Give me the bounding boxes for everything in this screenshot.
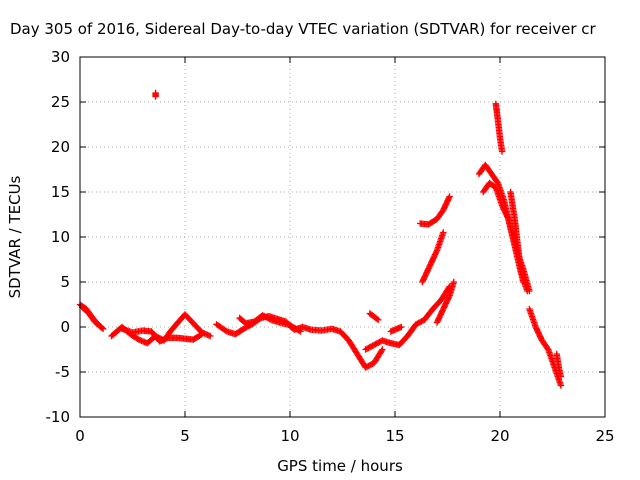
y-tick-label: 30 [51, 48, 70, 66]
data-point [96, 322, 104, 330]
grid [80, 57, 605, 417]
y-tick-label: 15 [51, 183, 70, 201]
y-tick-label: 25 [51, 93, 70, 111]
data-points [76, 89, 565, 389]
data-point [557, 373, 565, 380]
y-tick-label: -10 [46, 408, 71, 426]
y-tick-label: -5 [55, 363, 70, 381]
data-point [493, 178, 501, 185]
data-point [375, 316, 382, 323]
plot-frame [79, 56, 606, 418]
data-point [297, 328, 304, 335]
data-point [152, 93, 159, 100]
data-point [373, 315, 381, 323]
x-axis-label: GPS time / hours [277, 457, 403, 475]
data-point [198, 331, 205, 338]
y-tick-label: 0 [60, 318, 70, 336]
y-tick-label: 20 [51, 138, 70, 156]
data-point [97, 323, 105, 331]
data-point [450, 278, 457, 286]
tick-labels: 0 5 10 15 20 25 -10 -5 0 5 10 15 20 25 30 [46, 48, 615, 445]
y-tick-label: 10 [51, 228, 70, 246]
data-point [519, 278, 527, 286]
data-point [446, 193, 453, 200]
x-tick-label: 20 [490, 427, 509, 445]
x-tick-label: 25 [595, 427, 614, 445]
x-tick-label: 5 [180, 427, 190, 445]
y-axis-label: SDTVAR / TECUs [6, 175, 24, 298]
data-point [544, 345, 551, 352]
x-tick-label: 0 [75, 427, 85, 445]
chart-title: Day 305 of 2016, Sidereal Day-to-day VTE… [10, 20, 597, 38]
data-point [378, 347, 385, 355]
data-point [295, 327, 303, 334]
data-point [498, 148, 506, 155]
data-point [197, 331, 204, 339]
data-point [266, 315, 273, 323]
data-point [398, 323, 405, 331]
data-point [557, 382, 565, 389]
data-point [524, 287, 531, 295]
y-tick-label: 5 [60, 273, 70, 291]
x-tick-label: 10 [280, 427, 299, 445]
x-tick-label: 15 [385, 427, 404, 445]
data-point [207, 332, 214, 340]
data-point [440, 229, 447, 236]
axis-ticks [79, 56, 606, 418]
data-point [379, 346, 386, 353]
